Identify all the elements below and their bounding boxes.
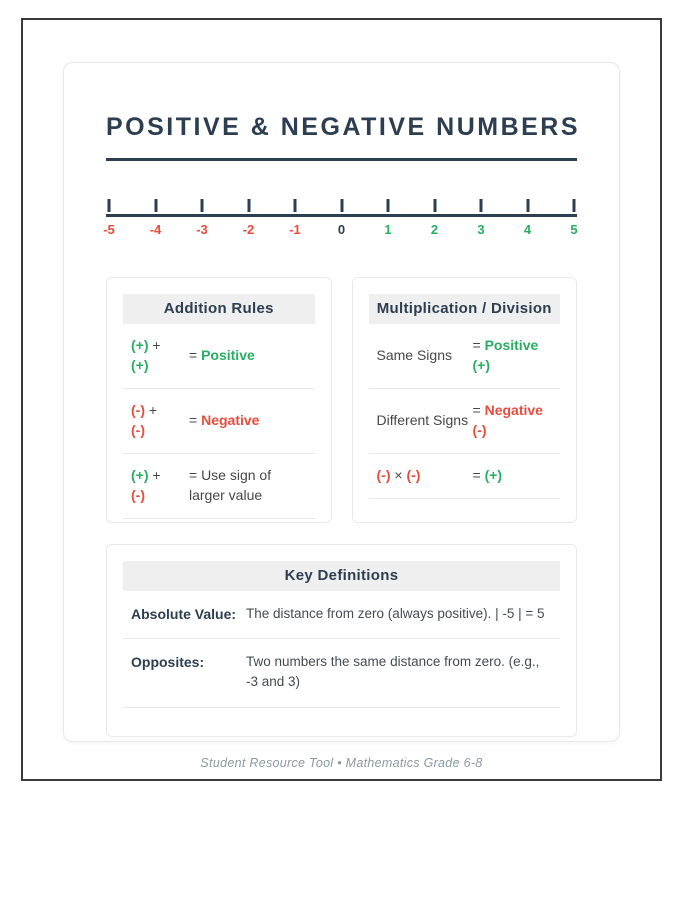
number-line-tick [247,198,250,212]
number-line-tick [479,198,483,212]
rule-row: (-) + (-) = Negative [123,389,315,454]
rule-token: (-) [406,466,421,483]
number-line-label: -3 [196,221,208,237]
rule-left: (+) + (-) [131,465,189,505]
number-line-tick [293,198,297,212]
rule-left: (-) + (-) [131,400,189,440]
rule-result: = Use sign of larger value [189,465,307,505]
rule-token: (-) [131,486,145,503]
rule-token: Different Signs [376,411,469,428]
rule-token: Positive [484,336,539,353]
multiplication-division-card: Multiplication / Division Same Signs = Po… [351,276,577,523]
footer-text: Student Resource Tool • Mathematics Grad… [200,756,483,770]
rule-token: = [472,466,485,483]
number-line-tick [200,198,204,212]
number-line-label: 3 [477,221,485,237]
number-line-ticks [107,198,576,214]
number-line-tick [526,198,529,212]
rule-left: Same Signs [377,345,473,365]
rule-token: (+) [131,336,149,353]
number-line-label: -1 [289,221,301,237]
rule-token: × [390,466,407,483]
rule-row: (+) + (+) = Positive [123,324,315,389]
key-definitions-header: Key Definitions [123,560,560,591]
rule-token: (+) [131,356,149,373]
rule-token: (+) [484,466,503,483]
definition-text: Two numbers the same distance from zero.… [246,654,540,690]
definition-text: The distance from zero (always positive)… [246,605,545,621]
number-line-labels: -5 -4 -3 -2 -1 0 1 2 3 4 5 [103,217,578,239]
rule-token: (-) [131,421,145,438]
number-line-label: 0 [337,221,346,237]
multiplication-division-header: Multiplication / Division [368,293,560,324]
rule-token: larger value [189,486,263,503]
rule-token: (+) [131,466,149,483]
rule-token: = [189,346,202,363]
number-line-track [106,198,577,217]
rule-token: + [148,336,161,353]
number-line-label: 5 [570,221,578,237]
rule-result: = (+) [473,465,553,485]
rule-token: = [189,411,202,428]
number-line-label: -5 [103,221,115,237]
title-underline [106,157,577,161]
worksheet-card: POSITIVE & NEGATIVE NUMBERS -5 -4 -3 -2 -1 0 1… [63,62,620,742]
rule-token: (-) [376,466,391,483]
number-line-tick [386,198,390,212]
rule-row: (+) + (-) = Use sign of larger value [123,454,315,519]
number-line: -5 -4 -3 -2 -1 0 1 2 3 4 5 [103,198,578,239]
page-frame: POSITIVE & NEGATIVE NUMBERS -5 -4 -3 -2 -1 0 1… [21,18,662,781]
rule-token: Negative [484,401,543,418]
page-title: POSITIVE & NEGATIVE NUMBERS [106,113,581,141]
number-line-label: -4 [149,221,162,237]
number-line-tick [572,198,576,212]
rule-row: (-) × (-) = (+) [368,454,560,499]
rule-token: = [472,401,485,418]
number-line-label: 1 [384,221,392,237]
number-line-label: 2 [430,221,439,237]
rule-row: Same Signs = Positive (+) [368,324,560,389]
addition-rules-card: Addition Rules (+) + (+) = Positive (-) + … [106,276,332,523]
rule-token: = [472,336,485,353]
definition-term: Opposites: [131,654,205,671]
rule-token: (-) [472,421,487,438]
rule-left: (-) × (-) [377,465,473,485]
definition-term: Absolute Value: [131,605,237,622]
rules-cards-row: Addition Rules (+) + (+) = Positive (-) + … [106,276,577,523]
definition-row: Absolute Value: The distance from zero (a… [123,591,560,640]
rule-token: (-) [131,401,145,418]
number-line-label: -2 [242,221,255,237]
number-line-label: 4 [523,221,532,237]
rule-token: Positive [201,346,255,363]
addition-rules-header: Addition Rules [123,293,315,324]
rule-token: = Use sign of [189,466,272,483]
rule-result: = Positive [189,345,307,365]
key-definitions-card: Key Definitions Absolute Value: The dista… [106,543,577,737]
rule-result: = Negative (-) [473,400,553,440]
rule-token: Same Signs [376,346,452,363]
rule-token: + [145,401,158,418]
definition-row: Opposites: Two numbers the same distance … [123,639,560,708]
number-line-tick [433,198,436,212]
rule-token: Negative [201,411,260,428]
number-line-tick [340,198,343,212]
rule-token: + [148,466,161,483]
rule-token: (+) [472,356,491,373]
number-line-tick [107,198,111,212]
rule-result: = Positive (+) [473,335,553,375]
key-definitions-list: Absolute Value: The distance from zero (a… [123,591,560,708]
rule-row: Different Signs = Negative (-) [368,389,560,454]
number-line-tick [154,198,157,212]
rule-result: = Negative [189,410,307,430]
addition-rules-list: (+) + (+) = Positive (-) + (-) = Negative (+… [123,324,315,519]
rule-left: Different Signs [377,410,473,430]
rule-left: (+) + (+) [131,335,189,375]
multiplication-division-list: Same Signs = Positive (+) Different Signs = … [368,324,560,499]
